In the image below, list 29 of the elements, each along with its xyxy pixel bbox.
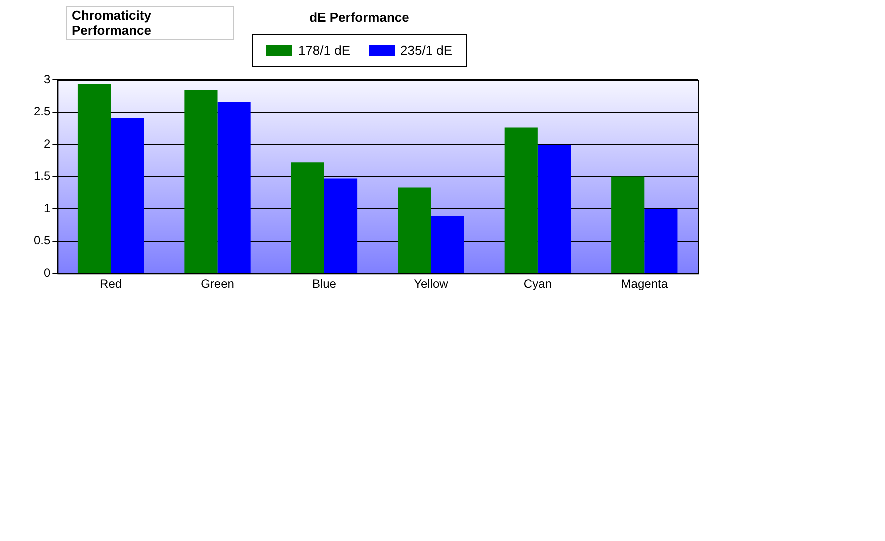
bar: [504, 128, 538, 274]
x-tick-label: Green: [201, 277, 234, 292]
x-tick-label: Cyan: [524, 277, 552, 292]
legend-title: dE Performance: [308, 10, 410, 25]
x-tick-label: Yellow: [414, 277, 449, 292]
bar: [644, 209, 678, 274]
x-tick-label: Blue: [312, 277, 337, 292]
y-tick-label: 1.5: [34, 169, 51, 184]
chart-title: Chromaticity Performance: [66, 6, 234, 40]
x-tick-label: Red: [100, 277, 122, 292]
legend-label: 178/1 dE: [298, 43, 350, 58]
bar: [218, 102, 251, 274]
legend-label: 235/1 dE: [400, 43, 453, 58]
bar: [291, 162, 324, 274]
bar: [538, 145, 572, 274]
y-tick-label: 0.5: [34, 234, 51, 248]
x-tick-label: Magenta: [621, 277, 668, 292]
y-tick-label: 3: [44, 72, 51, 86]
bar: [111, 118, 144, 274]
bar: [431, 216, 464, 274]
bar: [612, 176, 645, 274]
bar: [78, 84, 112, 274]
y-tick-label: 1: [44, 201, 51, 216]
bar: [324, 178, 358, 274]
y-tick-label: 2.5: [34, 104, 51, 119]
y-tick-label: 2: [44, 136, 51, 151]
y-tick-label: 0: [44, 266, 51, 280]
bar: [184, 90, 218, 274]
bar: [398, 188, 432, 274]
